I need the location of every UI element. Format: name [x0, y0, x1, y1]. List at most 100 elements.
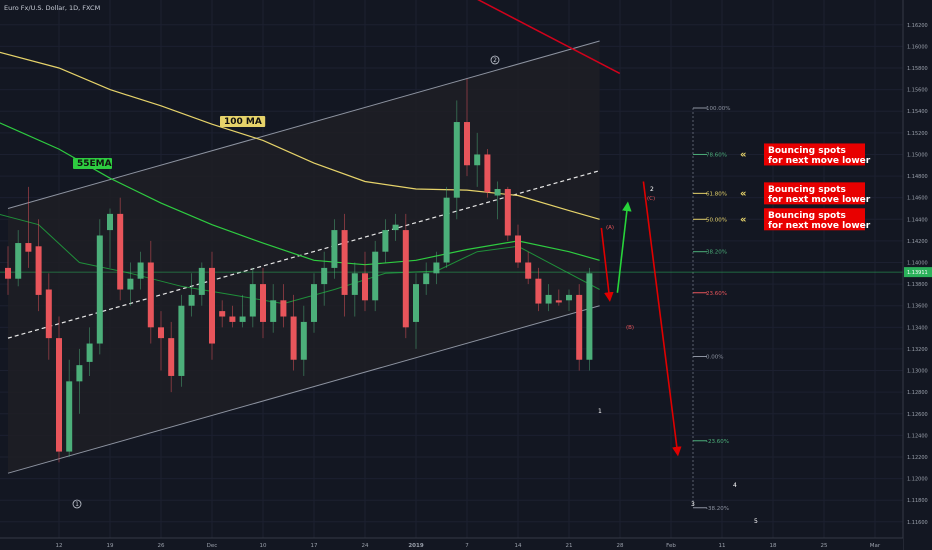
candle-body — [351, 273, 358, 295]
price-tick-label: 1.14800 — [907, 174, 928, 180]
candle — [494, 181, 501, 220]
candle — [300, 305, 307, 376]
ema55-label-bg — [73, 158, 112, 169]
candle-body — [402, 230, 409, 328]
candle-body — [464, 122, 470, 166]
candle — [474, 132, 481, 187]
time-tick-label: 24 — [362, 543, 369, 549]
fib-level-label: 50.00% — [706, 217, 727, 223]
candle — [515, 224, 521, 268]
candle-body — [45, 289, 52, 339]
candle — [86, 327, 93, 376]
candles — [5, 78, 593, 463]
candle — [239, 294, 246, 328]
wave-number-1: 1 — [598, 408, 602, 415]
price-tick-label: 1.11800 — [907, 498, 928, 504]
price-tick-label: 1.15800 — [907, 66, 928, 72]
candle-body — [56, 338, 62, 452]
projection-arrows — [600, 181, 682, 457]
fib-level-label: 38.20% — [706, 250, 727, 256]
channel-upper-line — [7, 40, 600, 209]
candle — [117, 197, 124, 301]
price-tick-label: 1.13600 — [907, 304, 928, 310]
time-axis: 12 19 26 Dec 10 17 24 2019 7 14 21 28 Feb 11 18 25 Mar — [0, 537, 903, 550]
candle-body — [372, 251, 379, 301]
price-tick-label: 1.13400 — [907, 325, 928, 331]
price-tick-label: 1.12600 — [907, 412, 928, 418]
symbol-title: Euro Fx/U.S. Dollar, 1D, FXCM — [4, 4, 100, 12]
wave-number-4: 4 — [733, 482, 737, 489]
time-tick-label: 28 — [617, 543, 624, 549]
candle-body — [341, 230, 348, 295]
channel-lower-line — [7, 305, 600, 474]
price-axis: 1.16200 1.16000 1.15800 1.15600 1.15400 1.152… — [902, 0, 932, 550]
candle — [372, 240, 379, 312]
ema55-label: 55EMA — [73, 158, 112, 169]
time-tick-label: 21 — [566, 543, 573, 549]
candle — [127, 262, 134, 306]
time-tick-label: 12 — [56, 543, 63, 549]
candle — [433, 251, 440, 285]
ma100-label-bg — [220, 116, 266, 127]
candle-body — [239, 316, 246, 322]
wave-number-2: 2 — [650, 186, 654, 193]
candle — [341, 213, 348, 317]
candle — [484, 149, 491, 198]
candle — [56, 316, 62, 463]
candle-body — [423, 273, 430, 285]
candle-body — [137, 262, 144, 279]
callout-line1: Bouncing spots — [768, 185, 846, 195]
current-price-badge — [904, 267, 932, 278]
candle-body — [280, 300, 287, 317]
candle-body — [484, 154, 491, 193]
time-tick-label: 14 — [515, 543, 522, 549]
callout-arrow-icon: « — [740, 214, 746, 225]
callout-line2: for next move lower — [768, 195, 871, 205]
candle — [260, 267, 266, 339]
time-tick-label: Feb — [666, 543, 676, 549]
time-tick-label: 25 — [821, 543, 828, 549]
candle — [535, 267, 542, 312]
candle-body — [566, 294, 572, 301]
price-tick-label: 1.14000 — [907, 261, 928, 267]
candle-body — [178, 305, 185, 376]
price-tick-label: 1.14600 — [907, 196, 928, 202]
wave-label-c: (C) — [647, 196, 655, 202]
wave-number-5: 5 — [754, 518, 758, 525]
arrow-up-wave-c — [616, 201, 632, 293]
ema55-label-text: 55EMA — [77, 159, 112, 169]
candle-body — [586, 273, 593, 360]
callout-bg — [764, 182, 865, 205]
candle — [45, 273, 52, 360]
candle — [209, 251, 215, 360]
candle-body — [525, 262, 532, 279]
price-tick-label: 1.11600 — [907, 520, 928, 526]
wave-circle-1-ring — [72, 499, 82, 509]
wave-circle-2: 2 — [490, 55, 500, 65]
callout-line1: Bouncing spots — [768, 211, 846, 221]
candle — [392, 213, 399, 241]
candle — [576, 284, 583, 371]
callout-arrow-icon: « — [740, 188, 746, 199]
wave-label-b: (B) — [626, 325, 634, 331]
candle-body — [443, 197, 450, 263]
candle — [423, 262, 430, 295]
candle-body — [66, 381, 73, 452]
candle-body — [545, 294, 552, 304]
candle — [351, 262, 358, 317]
candle-body — [270, 300, 277, 322]
fib-level-label: 61.80% — [706, 191, 727, 197]
wave-number-3: 3 — [691, 501, 695, 508]
callout-bg — [764, 208, 865, 231]
candle-body — [198, 267, 205, 295]
candle — [382, 219, 389, 263]
candle-body — [117, 213, 124, 290]
fib-level-label: 78.60% — [706, 152, 727, 158]
current-price-label: 1.13911 — [907, 270, 928, 276]
candle-body — [86, 343, 93, 362]
channel-midline-dashed — [7, 170, 600, 339]
candle-body — [321, 267, 328, 285]
callout-line2: for next move lower — [768, 221, 871, 231]
